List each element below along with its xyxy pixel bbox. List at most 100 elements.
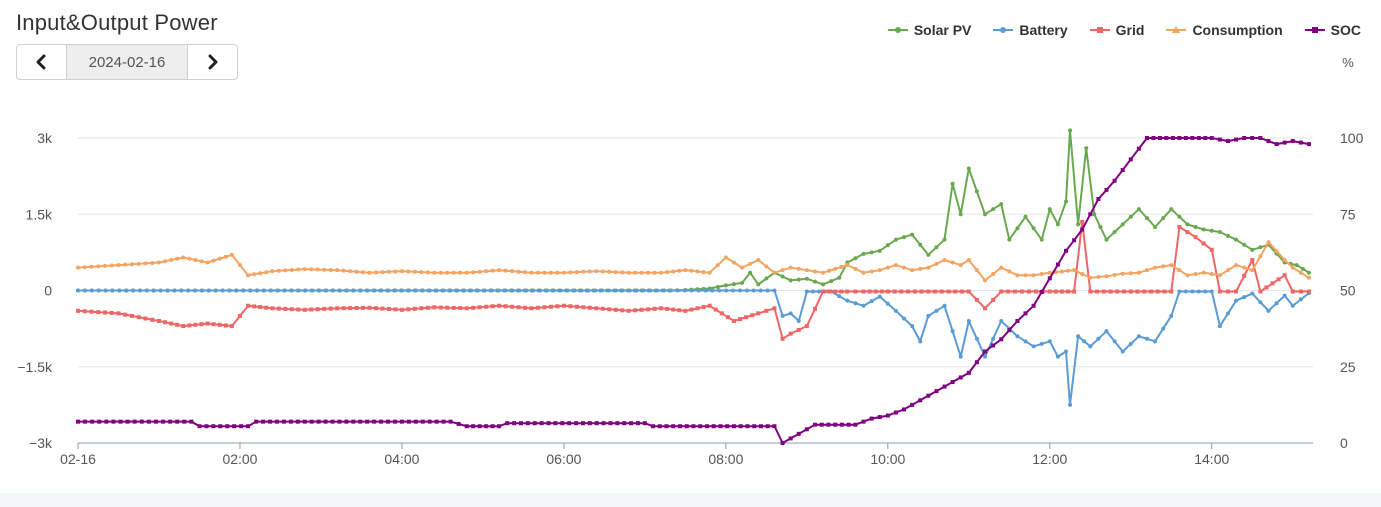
data-point <box>772 306 777 311</box>
data-point <box>1250 258 1255 262</box>
data-point <box>839 264 844 269</box>
data-point <box>169 321 174 326</box>
data-point <box>516 269 521 274</box>
data-point <box>731 288 736 293</box>
data-point <box>102 310 107 315</box>
data-point <box>942 303 947 308</box>
data-point <box>665 306 670 311</box>
data-point <box>861 419 866 424</box>
legend-item-consumption[interactable]: Consumption <box>1166 22 1283 38</box>
data-point <box>1136 207 1141 212</box>
prev-day-button[interactable] <box>17 45 66 79</box>
data-point <box>974 189 979 194</box>
data-point <box>780 274 785 279</box>
data-point <box>246 424 251 429</box>
data-point <box>524 288 529 293</box>
data-point <box>316 419 321 424</box>
data-point <box>568 304 573 309</box>
data-point <box>600 269 605 274</box>
data-point <box>1282 258 1287 262</box>
data-point <box>960 289 965 294</box>
data-point <box>1135 289 1140 294</box>
legend-item-grid[interactable]: Grid <box>1089 22 1144 38</box>
data-point <box>939 289 944 294</box>
data-point <box>1039 341 1044 346</box>
data-point <box>974 268 979 273</box>
data-point <box>317 288 322 293</box>
data-point <box>1047 339 1052 344</box>
data-point <box>731 319 736 323</box>
data-point <box>613 307 618 312</box>
data-point <box>136 261 141 266</box>
data-point <box>1274 142 1279 147</box>
data-point <box>289 288 294 293</box>
data-point <box>918 242 923 247</box>
x-tick-label: 02-16 <box>60 451 96 467</box>
data-point <box>420 288 425 293</box>
data-point <box>1088 344 1093 349</box>
data-point <box>966 258 971 262</box>
data-point <box>613 288 618 293</box>
date-display[interactable]: 2024-02-16 <box>65 45 189 79</box>
data-point <box>710 288 715 293</box>
data-point <box>804 276 809 281</box>
data-point <box>76 419 80 424</box>
next-day-button[interactable] <box>188 45 237 79</box>
legend-item-soc[interactable]: SOC <box>1304 22 1361 38</box>
data-point <box>310 288 315 293</box>
data-point <box>90 419 95 424</box>
data-point <box>1122 289 1127 294</box>
data-point <box>877 268 882 273</box>
data-point <box>211 424 216 429</box>
data-point <box>156 319 161 323</box>
data-point <box>1096 275 1101 280</box>
data-point <box>1115 289 1120 294</box>
data-point <box>652 270 657 275</box>
data-point <box>425 270 430 275</box>
data-point <box>675 288 680 293</box>
legend-marker <box>1166 26 1187 33</box>
data-point <box>246 273 251 278</box>
legend-item-battery[interactable]: Battery <box>993 22 1068 38</box>
data-point <box>386 288 391 293</box>
data-point <box>358 288 363 293</box>
data-point <box>315 267 320 272</box>
data-point <box>1242 273 1247 278</box>
data-point <box>1144 268 1149 273</box>
data-point <box>1169 207 1174 212</box>
data-point <box>974 360 979 365</box>
data-point <box>400 288 405 293</box>
data-point <box>1068 128 1073 133</box>
data-point <box>1290 289 1295 294</box>
data-point <box>1088 289 1093 294</box>
data-point <box>1080 219 1085 224</box>
data-point <box>252 272 257 277</box>
data-point <box>750 313 755 318</box>
data-point <box>283 306 288 311</box>
data-point <box>489 288 494 293</box>
data-point <box>587 421 592 426</box>
data-point <box>634 288 639 293</box>
legend-item-solar-pv[interactable]: Solar PV <box>887 22 971 38</box>
data-point <box>175 419 180 424</box>
data-point <box>910 324 915 329</box>
data-point <box>1276 277 1281 282</box>
data-point <box>427 288 432 293</box>
data-point <box>867 289 872 294</box>
data-point <box>1250 268 1255 273</box>
data-point <box>669 288 674 293</box>
data-point <box>258 305 263 310</box>
data-point <box>223 323 228 328</box>
y-left-tick-label: −3k <box>29 435 53 451</box>
data-point <box>1101 289 1106 294</box>
data-point <box>296 307 301 312</box>
data-point <box>274 419 279 424</box>
data-point <box>104 419 109 424</box>
data-point <box>189 419 194 424</box>
data-point <box>594 421 599 426</box>
data-point <box>1023 311 1028 316</box>
data-point <box>934 308 939 313</box>
data-point <box>354 305 359 310</box>
data-point <box>817 289 821 294</box>
series-line-grid <box>77 220 1309 340</box>
